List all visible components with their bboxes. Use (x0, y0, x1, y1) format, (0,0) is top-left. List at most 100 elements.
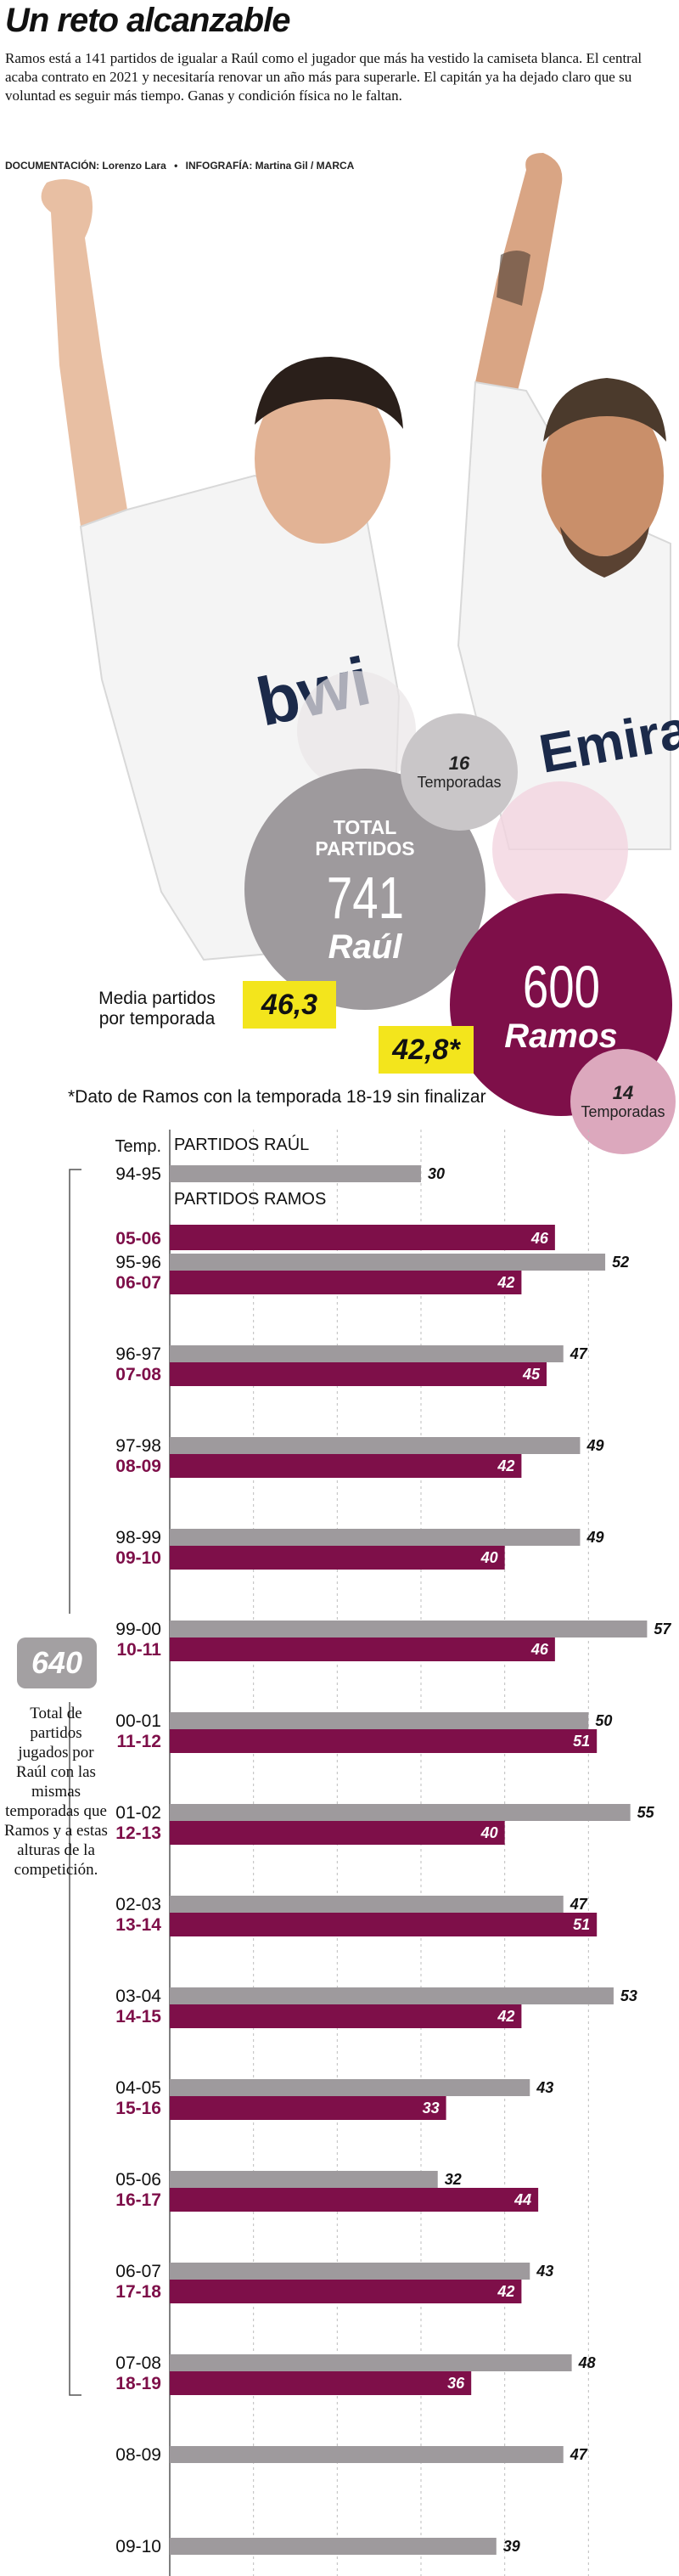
ramos-average-badge: 42,8* (379, 1026, 474, 1074)
raul-average-badge: 46,3 (243, 981, 336, 1029)
ramos-seasons-label: Temporadas (581, 1103, 665, 1120)
raul-season-label: 01-02 (115, 1803, 161, 1823)
raul-season-label: 98-99 (115, 1528, 161, 1547)
ramos-bar-label: 40 (480, 1824, 498, 1841)
raul-bar (170, 1712, 589, 1729)
raul-bar-label: 55 (637, 1804, 655, 1821)
raul-bar-label: 50 (595, 1712, 612, 1729)
total-label: TOTAL PARTIDOS (315, 816, 415, 860)
ramos-bar-label: 36 (447, 2375, 465, 2392)
ramos-bar (170, 1913, 598, 1936)
raul-season-label: 09-10 (115, 2537, 161, 2556)
ramos-season-label: 17-18 (115, 2282, 161, 2302)
raul-bar (170, 1437, 581, 1454)
ramos-bar-label: 45 (522, 1366, 541, 1383)
raul-bar (170, 1896, 564, 1913)
raul-season-label: 94-95 (115, 1164, 161, 1184)
ramos-bar (170, 2371, 472, 2395)
ramos-season-label: 13-14 (115, 1915, 161, 1935)
ramos-bar-label: 46 (530, 1230, 549, 1247)
ramos-season-label: 05-06 (115, 1229, 161, 1249)
raul-season-label: 03-04 (115, 1987, 161, 2006)
raul-bar-label: 32 (445, 2171, 462, 2188)
raul-bar-label: 52 (612, 1254, 629, 1271)
raul-bar-label: 43 (536, 2079, 553, 2096)
ramos-season-label: 12-13 (115, 1823, 161, 1843)
raul-bar-label: 47 (570, 1896, 588, 1913)
raul-season-label: 99-00 (115, 1620, 161, 1639)
ramos-bar-label: 46 (530, 1641, 549, 1658)
ramos-bar-label: 42 (497, 1457, 514, 1474)
raul-name: Raúl (328, 928, 402, 966)
ramos-season-label: 08-09 (115, 1457, 161, 1476)
raul-bar (170, 2263, 530, 2280)
raul-season-label: 97-98 (115, 1436, 161, 1456)
raul-bar (170, 2171, 438, 2188)
raul-bar (170, 2354, 572, 2371)
ramos-bar (170, 2004, 522, 2028)
raul-bar-label: 49 (586, 1529, 603, 1546)
raul-season-label: 08-09 (115, 2445, 161, 2465)
raul-bar-label: 49 (586, 1437, 603, 1454)
ramos-season-label: 18-19 (115, 2374, 161, 2393)
bracket-bottom (69, 1702, 81, 2396)
raul-bar (170, 1804, 631, 1821)
raul-season-label: 96-97 (115, 1344, 161, 1364)
ramos-season-label: 07-08 (115, 1365, 161, 1384)
ramos-season-label: 06-07 (115, 1273, 161, 1293)
raul-bar (170, 2079, 530, 2096)
raul-bar-label: 39 (503, 2538, 520, 2555)
raul-season-label: 02-03 (115, 1895, 161, 1914)
raul-bar (170, 1165, 421, 1182)
ramos-season-label: 10-11 (116, 1640, 161, 1660)
ramos-bar (170, 2096, 446, 2120)
bracket-top (69, 1169, 81, 1614)
col-header: Temp. (115, 1137, 161, 1156)
ramos-bar-label: 33 (423, 2100, 440, 2117)
ramos-season-label: 11-12 (116, 1732, 161, 1751)
ramos-seasons-circle: 14 Temporadas (570, 1049, 676, 1154)
ramos-figure: Emirates (457, 153, 679, 850)
raul-bar (170, 1254, 606, 1271)
ramos-total-value: 600 (522, 954, 600, 1020)
ramos-bar (170, 1225, 555, 1250)
ramos-bar (170, 2280, 522, 2303)
ramos-bar-label: 40 (480, 1549, 498, 1566)
avg-label: Media partidos por temporada (98, 989, 216, 1029)
raul-season-label: 07-08 (115, 2353, 161, 2373)
ramos-name: Ramos (504, 1017, 618, 1055)
page-title: Un reto alcanzable (5, 2, 290, 39)
ramos-bar (170, 1637, 555, 1661)
raul-season-label: 05-06 (115, 2170, 161, 2190)
ramos-bar (170, 1821, 505, 1845)
ramos-season-label: 15-16 (115, 2099, 161, 2118)
ramos-season-label: 16-17 (115, 2190, 161, 2210)
raul-bar (170, 1345, 564, 1362)
credit-infographic: INFOGRAFÍA: Martina Gil / MARCA (185, 160, 355, 172)
raul-season-label: 04-05 (115, 2078, 161, 2098)
side-total-badge: 640 (17, 1637, 97, 1688)
raul-bar (170, 1621, 648, 1637)
raul-photo: bwi Emirates (41, 153, 679, 961)
raul-bar (170, 1987, 614, 2004)
raul-bar-label: 47 (570, 2446, 588, 2463)
raul-bar-label: 47 (570, 1345, 588, 1362)
raul-bar (170, 2446, 564, 2463)
raul-seasons-value: 16 (448, 753, 470, 774)
raul-seasons-label: Temporadas (417, 774, 502, 791)
ramos-bar-label: 42 (497, 2008, 514, 2025)
ramos-bar-label: 44 (513, 2191, 531, 2208)
ramos-bar-label: 51 (573, 1916, 590, 1933)
legend-raul: PARTIDOS RAÚL (174, 1135, 309, 1154)
ramos-bar-label: 42 (497, 1274, 514, 1291)
intro-text: Ramos está a 141 partidos de igualar a R… (5, 50, 643, 104)
legend-ramos: PARTIDOS RAMOS (174, 1190, 326, 1209)
credit-documentation: DOCUMENTACIÓN: Lorenzo Lara (5, 160, 166, 172)
raul-bar (170, 1529, 581, 1546)
ramos-bar-label: 42 (497, 2283, 514, 2300)
raul-bar (170, 2538, 497, 2555)
raul-bar-label: 43 (536, 2263, 553, 2280)
raul-bar-label: 57 (654, 1621, 671, 1637)
ramos-bar (170, 2188, 539, 2212)
